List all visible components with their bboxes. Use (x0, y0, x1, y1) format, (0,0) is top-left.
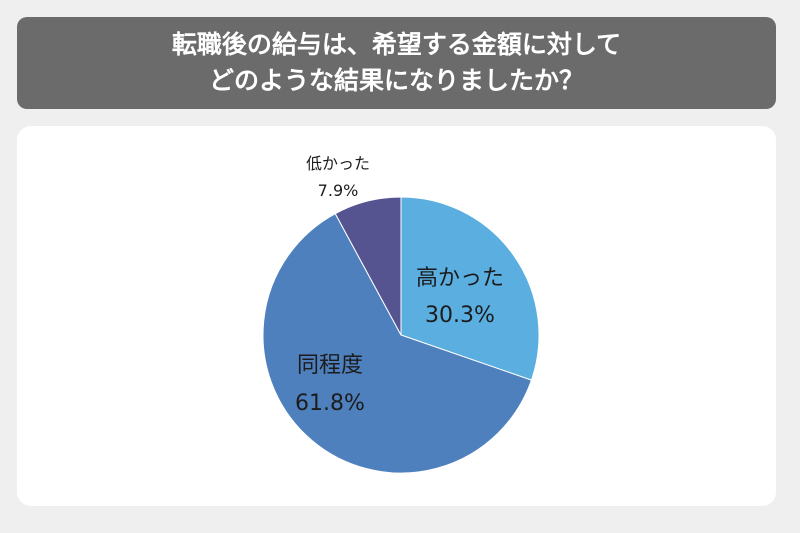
slice-label-2: 同程度 (297, 353, 363, 378)
pie-slice-3 (334, 196, 402, 336)
chart-title-banner: 転職後の給与は、希望する金額に対して どのような結果になりましたか？ (17, 17, 776, 109)
chart-title-line-1: 転職後の給与は、希望する金額に対して (171, 30, 622, 59)
slice-label-3: 低かった (306, 154, 370, 173)
slice-value-1: 30.3% (425, 303, 495, 328)
pie-slice-1 (400, 196, 540, 381)
slice-label-1: 高かった (416, 266, 504, 291)
chart-title-line-2: どのような結果になりましたか？ (208, 66, 584, 95)
slice-value-3: 7.9% (318, 181, 359, 200)
pie-slice-2 (262, 212, 533, 474)
slice-value-2: 61.8% (295, 391, 365, 416)
